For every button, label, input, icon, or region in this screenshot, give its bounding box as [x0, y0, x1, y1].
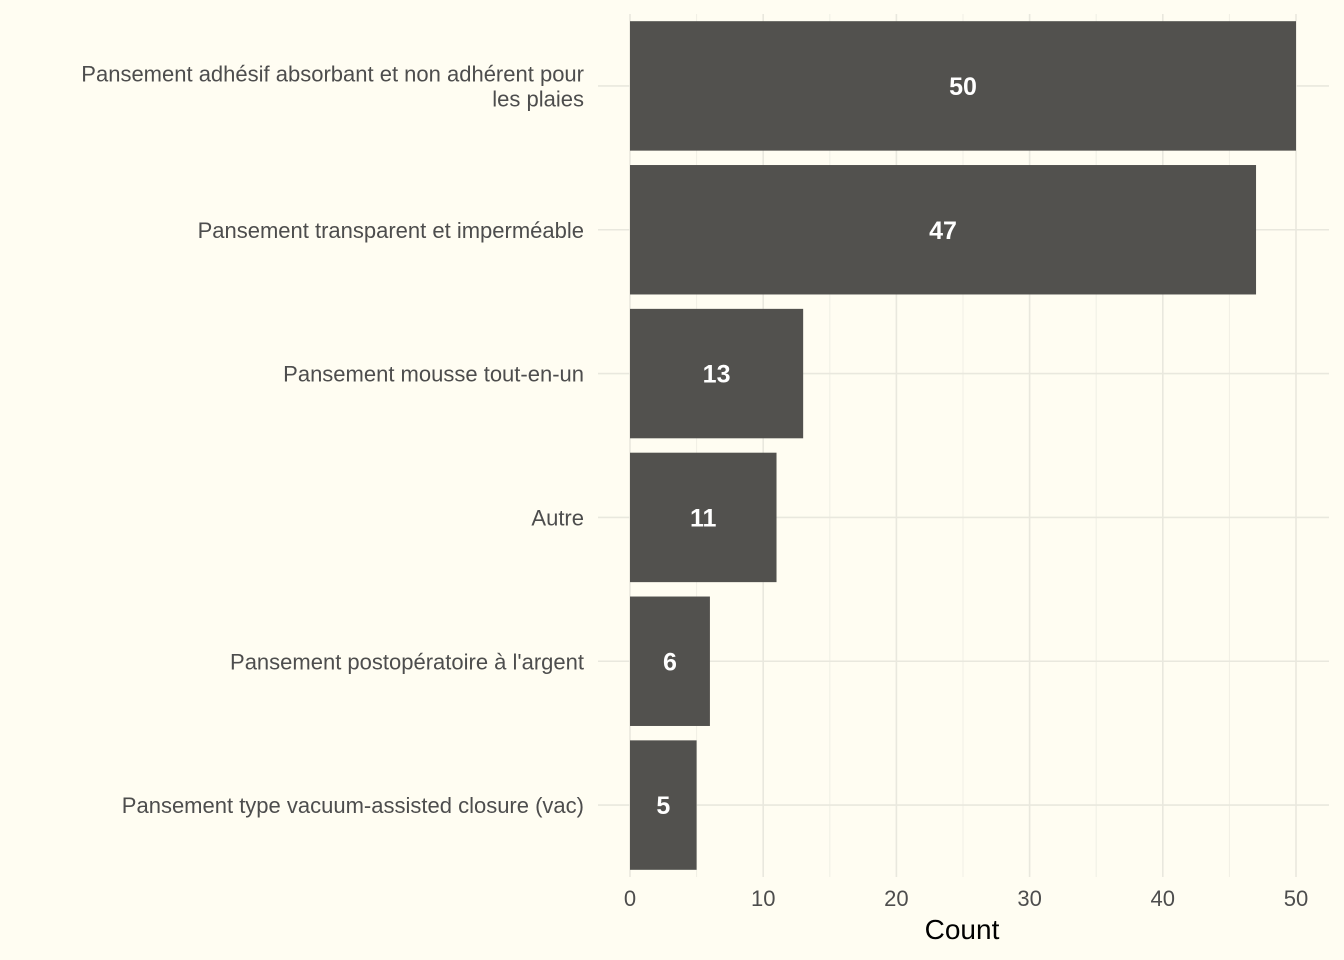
category-labels: Pansement adhésif absorbant et non adhér…: [81, 61, 584, 818]
bar: [630, 308, 804, 439]
category-label-line: Pansement postopératoire à l'argent: [230, 649, 584, 674]
category-label: Pansement transparent et imperméable: [198, 218, 584, 243]
bar: [630, 596, 710, 726]
category-label: Pansement adhésif absorbant et non adhér…: [81, 61, 584, 111]
category-label-line: Pansement mousse tout-en-un: [283, 362, 584, 387]
x-tick-label: 40: [1151, 886, 1175, 911]
x-axis-title: Count: [925, 914, 1000, 945]
x-tick-label: 0: [624, 886, 636, 911]
category-label-line: Pansement transparent et imperméable: [198, 218, 584, 243]
data-label: 5: [656, 792, 670, 820]
data-label: 6: [663, 648, 677, 676]
x-tick-label: 10: [751, 886, 775, 911]
data-label: 13: [703, 361, 731, 389]
category-label-line: les plaies: [492, 86, 584, 111]
bar: [630, 21, 1296, 151]
bar: [630, 165, 1257, 295]
category-label: Pansement mousse tout-en-un: [283, 362, 584, 387]
bars: [630, 21, 1296, 870]
category-label: Autre: [531, 505, 584, 530]
bar: [630, 452, 777, 583]
data-label: 50: [949, 73, 977, 101]
x-tick-label: 30: [1017, 886, 1041, 911]
category-label: Pansement postopératoire à l'argent: [230, 649, 584, 674]
data-label: 11: [690, 504, 717, 532]
category-label-line: Autre: [531, 505, 584, 530]
category-label-line: Pansement adhésif absorbant et non adhér…: [81, 61, 584, 86]
x-tick-label: 50: [1284, 886, 1308, 911]
data-labels: 50 47 13 11 6 5: [656, 73, 977, 820]
bar: [630, 740, 697, 870]
data-label: 47: [929, 217, 957, 245]
grid: [598, 14, 1329, 877]
category-label-line: Pansement type vacuum-assisted closure (…: [122, 793, 584, 818]
category-label: Pansement type vacuum-assisted closure (…: [122, 793, 584, 818]
x-tick-label: 20: [884, 886, 908, 911]
x-tick-labels: 0 10 20 30 40 50: [624, 886, 1308, 911]
